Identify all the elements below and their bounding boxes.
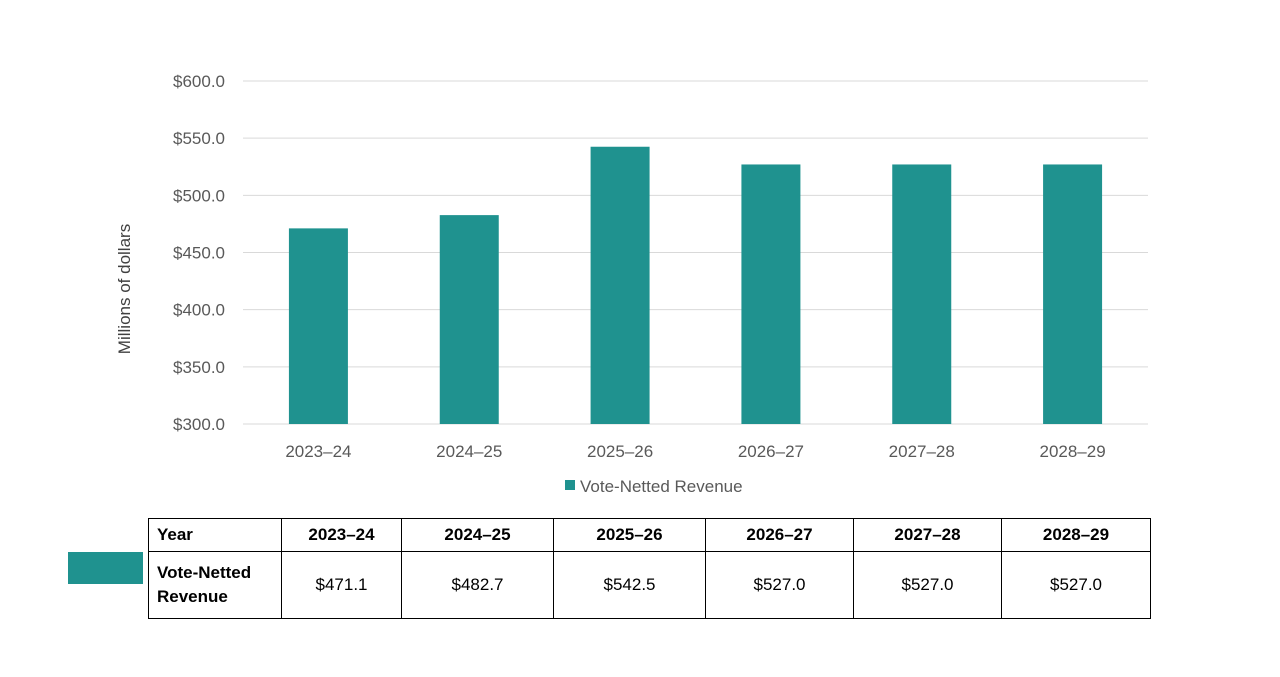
bar [439,215,499,424]
table-header-cell: 2027–28 [853,518,1002,552]
bar [590,146,650,424]
table-row: Vote-Netted Revenue $471.1 $482.7 $542.5… [148,551,1151,619]
y-tick-label: $550.0 [173,129,225,148]
table-header-cell: 2023–24 [281,518,402,552]
table-legend-swatch [68,552,143,584]
table-header-cell: 2024–25 [401,518,554,552]
x-tick-labels: 2023–24 2024–25 2025–26 2026–27 2027–28 2028–… [285,442,1105,461]
table-header-cell: 2025–26 [553,518,706,552]
x-tick-label: 2027–28 [889,442,955,461]
y-tick-label: $450.0 [173,244,225,263]
x-tick-label: 2026–27 [738,442,804,461]
bar [741,164,801,425]
data-table: Year 2023–24 2024–25 2025–26 2026–27 202… [148,518,1151,619]
table-cell: $482.7 [401,551,554,619]
x-tick-label: 2025–26 [587,442,653,461]
legend-label: Vote-Netted Revenue [580,477,743,496]
y-tick-label: $300.0 [173,415,225,434]
bar [1043,164,1103,425]
y-tick-label: $350.0 [173,358,225,377]
table-header-cell: 2028–29 [1001,518,1151,552]
table-cell: $527.0 [705,551,854,619]
table-cell: $542.5 [553,551,706,619]
bars [288,146,1103,425]
x-tick-label: 2023–24 [285,442,351,461]
y-axis-title: Millions of dollars [115,224,134,354]
table-cell: $527.0 [853,551,1002,619]
bar [288,228,348,424]
bar-chart: $300.0 $350.0 $400.0 $450.0 $500.0 $550.0 $600… [115,72,1148,496]
table-header-year: Year [148,518,282,552]
bar [892,164,952,425]
y-tick-labels: $300.0 $350.0 $400.0 $450.0 $500.0 $550.0 $600… [173,72,225,434]
table-cell: $527.0 [1001,551,1151,619]
table-header-cell: 2026–27 [705,518,854,552]
table-row-label: Vote-Netted Revenue [148,551,282,619]
x-tick-label: 2024–25 [436,442,502,461]
table-cell: $471.1 [281,551,402,619]
y-tick-label: $400.0 [173,301,225,320]
y-tick-label: $500.0 [173,186,225,205]
gridlines [243,80,1148,425]
table-header-row: Year 2023–24 2024–25 2025–26 2026–27 202… [148,518,1151,552]
x-tick-label: 2028–29 [1039,442,1105,461]
legend-swatch [565,480,575,490]
y-tick-label: $600.0 [173,72,225,91]
